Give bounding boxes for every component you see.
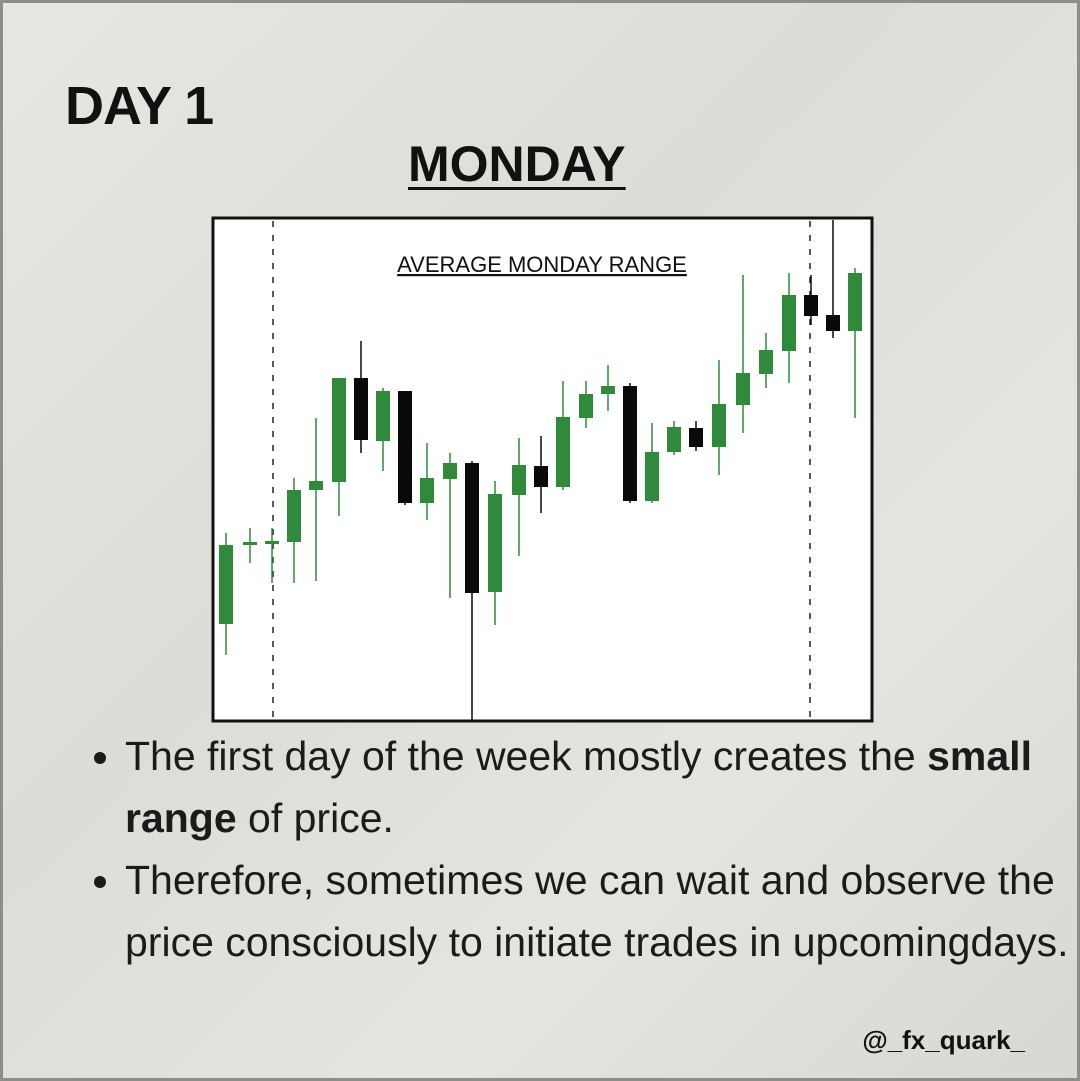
candle-body <box>712 404 726 447</box>
candle-body <box>243 542 257 545</box>
candle-body <box>623 386 637 501</box>
candle-body <box>804 295 818 316</box>
candle-body <box>465 463 479 593</box>
candlestick-chart: AVERAGE MONDAY RANGE <box>211 216 874 723</box>
candle-body <box>848 273 862 331</box>
candle-body <box>287 490 301 542</box>
candle-body <box>265 541 279 544</box>
text: Therefore, sometimes we can wait and obs… <box>125 857 1069 965</box>
candle-body <box>645 452 659 501</box>
title: MONDAY <box>408 136 626 192</box>
candle-body <box>332 378 346 482</box>
candle-body <box>556 417 570 487</box>
candle-body <box>219 545 233 624</box>
bullet: Therefore, sometimes we can wait and obs… <box>125 849 1080 973</box>
candle-body <box>667 427 681 452</box>
candle-body <box>420 478 434 503</box>
candle-body <box>689 428 703 447</box>
candle-body <box>601 386 615 394</box>
candle-body <box>354 378 368 440</box>
handle: @_fx_quark_ <box>862 1025 1025 1055</box>
candle-body <box>534 466 548 487</box>
bullet: The first day of the week mostly creates… <box>125 725 1080 849</box>
text: The first day of the week mostly creates… <box>125 733 928 779</box>
bullet-list: The first day of the week mostly creates… <box>81 725 1080 973</box>
candle-body <box>398 391 412 503</box>
candle-body <box>759 350 773 374</box>
text: of price. <box>236 795 394 841</box>
candle-body <box>826 315 840 331</box>
candle-body <box>376 391 390 441</box>
candle-body <box>782 295 796 351</box>
candle-body <box>736 373 750 405</box>
candle-body <box>512 465 526 495</box>
candle-body <box>443 463 457 479</box>
day-label: DAY 1 <box>65 76 214 136</box>
candle-body <box>309 481 323 490</box>
bold-text: small range <box>125 733 1032 841</box>
candle-body <box>579 394 593 418</box>
chart-title: AVERAGE MONDAY RANGE <box>397 252 687 277</box>
candle-body <box>488 494 502 592</box>
candles <box>219 220 862 720</box>
